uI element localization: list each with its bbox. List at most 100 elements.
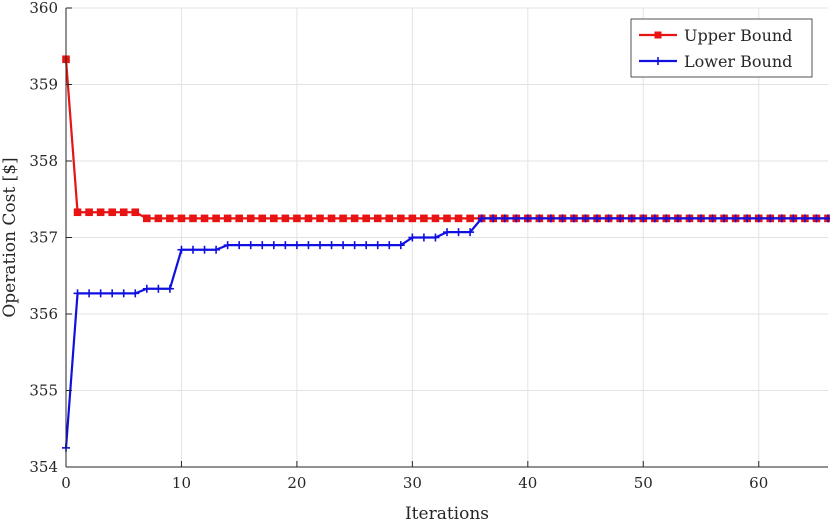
data-point-lower-bound [627,214,636,223]
y-tick-label: 354 [29,458,58,476]
data-point-upper-bound [466,214,474,223]
data-point-upper-bound [166,214,174,223]
series-line-1 [64,217,828,448]
data-point-lower-bound [316,241,324,250]
data-point-lower-bound [119,289,128,298]
x-tick-label: 60 [749,474,768,492]
data-point-lower-bound [697,214,705,223]
data-point-lower-bound [558,214,567,223]
data-point-lower-bound [443,228,451,237]
data-point-lower-bound [824,214,830,223]
data-point-lower-bound [477,214,486,223]
data-point-lower-bound [766,214,775,223]
data-point-lower-bound [512,214,521,223]
data-point-upper-bound [373,214,382,223]
data-point-upper-bound [85,208,93,217]
data-point-lower-bound [616,214,625,223]
data-point-upper-bound [246,214,255,223]
data-point-upper-bound [212,214,220,223]
data-point-lower-bound [708,214,717,223]
data-point-lower-bound [85,289,94,298]
data-point-upper-bound [385,214,394,223]
data-point-upper-bound [200,214,209,223]
data-point-lower-bound [223,241,232,250]
data-point-lower-bound [373,241,382,250]
data-point-lower-bound [777,214,786,223]
legend: Upper Bound Lower Bound [630,18,813,78]
data-point-lower-bound [142,284,151,293]
y-tick-label: 360 [29,0,58,17]
data-point-upper-bound [443,214,451,223]
data-point-lower-bound [812,214,821,223]
data-point-lower-bound [362,241,371,250]
data-point-lower-bound [246,241,255,250]
data-point-lower-bound [454,228,463,237]
legend-box [630,18,813,78]
x-tick-label: 10 [172,474,191,492]
data-point-lower-bound [662,214,671,223]
data-point-upper-bound [154,214,163,223]
data-point-upper-bound [73,208,82,217]
data-point-upper-bound [108,208,116,217]
legend-label-upper-bound: Upper Bound [684,26,792,45]
data-point-upper-bound [397,214,405,223]
x-tick-label: 50 [634,474,653,492]
tick-labels: 0 10 20 30 40 50 60 354 355 356 357 358 359 360 [29,0,768,492]
data-point-lower-bound [523,214,532,223]
data-point-lower-bound [673,214,682,223]
legend-marker-upper-bound [654,31,662,39]
data-point-lower-bound [789,214,798,223]
data-point-lower-bound [292,241,301,250]
data-point-lower-bound [131,289,140,298]
data-point-lower-bound [154,284,163,293]
data-point-lower-bound [489,214,498,223]
data-point-lower-bound [108,289,117,298]
y-tick-label: 358 [29,152,58,170]
data-point-lower-bound [731,214,740,223]
data-point-lower-bound [327,241,336,250]
data-point-lower-bound [396,241,405,250]
series-group [62,55,830,452]
data-point-lower-bound [581,214,590,223]
data-point-upper-bound [131,208,140,217]
data-point-lower-bound [650,214,659,223]
axes [65,7,828,468]
series-line-0 [64,59,828,220]
data-point-lower-bound [546,214,555,223]
grid [65,7,828,468]
data-point-upper-bound [270,214,278,223]
x-axis-label: Iterations [405,504,489,521]
data-point-lower-bound [604,214,613,223]
x-tick-label: 0 [61,474,71,492]
data-point-upper-bound [235,214,243,223]
data-point-lower-bound [419,233,428,242]
data-point-upper-bound [454,214,463,223]
data-point-upper-bound [143,214,151,223]
data-point-upper-bound [350,214,359,223]
data-point-lower-bound [639,214,648,223]
data-point-lower-bound [720,214,729,223]
data-point-upper-bound [316,214,324,223]
data-point-lower-bound [96,289,105,298]
data-point-upper-bound [420,214,428,223]
data-point-lower-bound [177,245,186,254]
data-point-upper-bound [281,214,290,223]
data-point-lower-bound [235,241,244,250]
data-point-lower-bound [466,228,475,237]
data-point-lower-bound [535,214,544,223]
data-point-lower-bound [281,241,290,250]
data-point-lower-bound [304,241,313,250]
data-point-lower-bound [73,289,82,298]
data-point-upper-bound [408,214,417,223]
data-point-lower-bound [269,241,278,250]
y-tick-label: 359 [29,76,58,94]
data-point-upper-bound [119,208,128,217]
data-point-upper-bound [258,214,267,223]
data-point-lower-bound [754,214,763,223]
legend-entry-lower-bound: Lower Bound [639,52,792,71]
data-point-lower-bound [339,241,348,250]
data-point-upper-bound [177,214,186,223]
data-point-lower-bound [800,214,809,223]
data-point-lower-bound [685,214,694,223]
